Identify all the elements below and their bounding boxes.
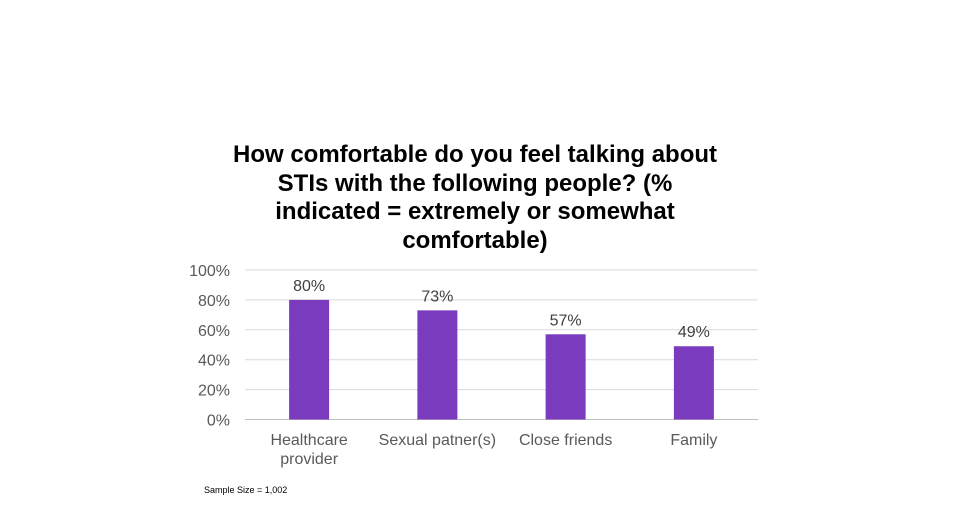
y-axis-tick-labels: 0% 20% 40% 60% 80% 100%: [189, 263, 230, 430]
y-tick-label: 60%: [198, 323, 230, 340]
y-tick-label: 20%: [198, 383, 230, 400]
bar: [289, 299, 330, 420]
x-tick-label-line: Family: [670, 432, 717, 449]
y-tick-label: 80%: [198, 293, 230, 310]
x-tick-label-line: Close friends: [519, 432, 612, 449]
x-tick-label-line: provider: [280, 451, 338, 468]
data-label: 49%: [678, 324, 710, 341]
x-tick-label-line: Healthcare: [270, 432, 347, 449]
y-tick-label: 40%: [198, 353, 230, 370]
x-tick-label: Close friends: [519, 432, 612, 449]
data-label: 57%: [550, 312, 582, 329]
x-tick-label-line: Sexual patner(s): [379, 432, 496, 449]
x-axis-tick-labels: Healthcare provider Sexual patner(s) Close …: [270, 432, 717, 468]
data-labels: 80% 73% 57% 49%: [293, 278, 710, 341]
x-tick-label: Family: [670, 432, 717, 449]
data-label: 80%: [293, 278, 325, 295]
chart-title: How comfortable do you feel talking abou…: [232, 141, 718, 254]
bar: [417, 310, 458, 420]
y-tick-label: 0%: [207, 413, 230, 430]
bar: [673, 346, 714, 420]
data-label: 73%: [421, 288, 453, 305]
bars: [289, 299, 714, 420]
bar: [545, 334, 586, 420]
sample-size-note: Sample Size = 1,002: [204, 485, 288, 495]
y-tick-label: 100%: [189, 263, 230, 280]
gridlines: [245, 269, 758, 420]
x-tick-label: Healthcare provider: [270, 432, 347, 468]
x-tick-label: Sexual patner(s): [379, 432, 496, 449]
